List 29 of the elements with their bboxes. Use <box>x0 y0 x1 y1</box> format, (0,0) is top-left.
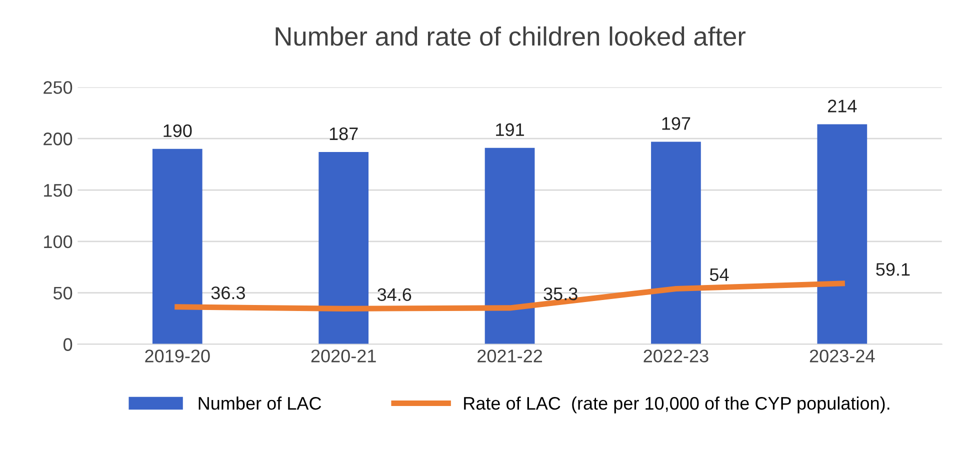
y-tick-label: 250 <box>44 81 72 94</box>
data-label: 54 <box>710 268 729 282</box>
y-tick-label: 200 <box>44 132 72 146</box>
bar <box>651 142 701 344</box>
chart-title: Number and rate of children looked after <box>276 26 746 46</box>
y-tick-label: 100 <box>44 235 72 248</box>
x-tick-label: 2022-23 <box>644 350 708 362</box>
x-tick-label: 2019-20 <box>145 350 210 362</box>
data-label: 190 <box>164 124 192 138</box>
y-tick-label: 50 <box>53 286 72 300</box>
x-tick-label: 2021-22 <box>478 350 542 362</box>
legend-label: Number of LAC <box>198 396 322 410</box>
data-label: 197 <box>662 117 690 130</box>
legend-label: Rate of LAC (rate per 10,000 of the CYP population). <box>464 396 890 414</box>
bar <box>318 152 369 344</box>
y-tick-label: 150 <box>44 184 72 197</box>
data-label: 214 <box>828 100 857 112</box>
x-tick-label: 2020-21 <box>311 350 376 362</box>
x-tick-label: 2023-24 <box>810 350 875 362</box>
data-label: 59.1 <box>876 263 910 276</box>
data-label: 34.6 <box>378 288 412 301</box>
bar <box>152 148 202 344</box>
data-label: 36.3 <box>211 286 245 300</box>
data-label: 35.3 <box>544 287 578 300</box>
y-tick-label: 0 <box>63 338 72 351</box>
bar <box>817 124 868 344</box>
bar <box>484 148 535 344</box>
data-label: 191 <box>496 123 524 136</box>
data-label: 187 <box>330 127 358 140</box>
